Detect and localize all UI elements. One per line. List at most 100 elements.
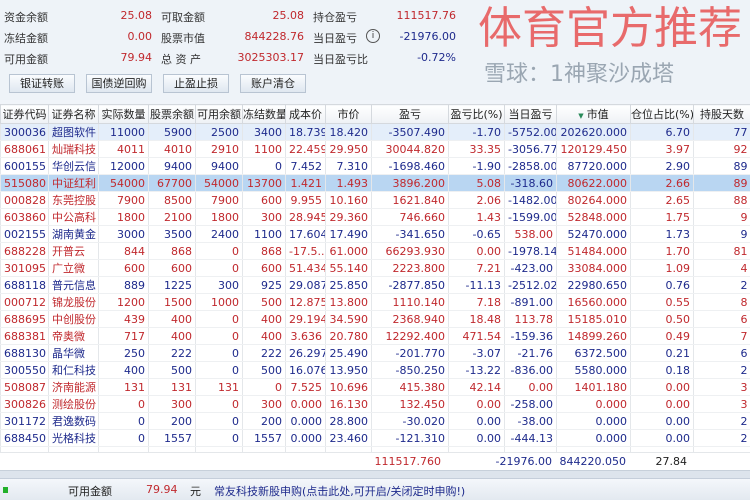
cell-code: 603860 [0,208,49,226]
cell-stock-balance: 1500 [148,293,196,311]
fund-balance-label: 资金余额 [4,11,48,24]
column-header-pnl-pct[interactable]: 盈亏比(%) [448,104,505,124]
cell-actual-qty: 11000 [98,123,149,141]
table-row[interactable]: 000828 东莞控股 7900 8500 7900 600 9.955 10.160 1621… [0,191,750,209]
column-header-available-qty[interactable]: 可用余额 [195,104,243,124]
cell-daily-pnl: -318.60 [504,174,557,192]
table-row[interactable]: 301095 广立微 600 600 0 600 51.434 55.140 2223.800 7… [0,259,750,277]
column-header-label: 可用余额 [197,108,241,121]
table-row[interactable]: 688695 中创股份 439 400 0 400 29.194 34.590 2368.940… [0,310,750,328]
horizontal-scrollbar[interactable] [0,470,750,478]
cell-stock-balance: 3500 [148,225,196,243]
cell-name: 帝奥微 [48,327,99,345]
column-header-code[interactable]: 证券代码 [0,104,49,124]
cell-pnl-pct: 0.00 [448,395,505,413]
ipo-subscription-notice[interactable]: 常友科技新股申购(点击此处,可开启/关闭定时申购!) [214,485,466,498]
cell-holding-days: 9 [693,208,750,226]
table-row[interactable]: 000712 锦龙股份 1200 1500 1000 500 12.875 13.800 111… [0,293,750,311]
table-row[interactable]: 600155 华创云信 12000 9400 9400 0 7.452 7.310 -1698.… [0,157,750,175]
cell-frozen-qty: 868 [242,242,286,260]
cell-holding-days: 6 [693,310,750,328]
reverse-repo-button[interactable]: 国债逆回购 [86,74,152,93]
cell-stock-balance: 2100 [148,208,196,226]
cell-holding-days: 92 [693,140,750,158]
table-row[interactable]: 688450 光格科技 0 1557 0 1557 0.000 23.460 -121.310 0… [0,429,750,447]
cell-stock-balance: 131 [148,378,196,396]
column-header-name[interactable]: 证券名称 [48,104,99,124]
cell-stock-balance: 1225 [148,276,196,294]
cell-cost-price: 51.434 [285,259,326,277]
column-header-stock-balance[interactable]: 股票余额 [148,104,196,124]
cell-frozen-qty: 200 [242,412,286,430]
column-header-pnl[interactable]: 盈亏 [371,104,449,124]
cell-pnl: 66293.930 [371,242,449,260]
cell-pnl: -2877.850 [371,276,449,294]
table-row[interactable]: 688061 灿瑞科技 4011 4010 2910 1100 22.459 29.950 30… [0,140,750,158]
cell-position-ratio: 6.70 [630,123,694,141]
table-row[interactable]: 300036 超图软件 11000 5900 2500 3400 18.739 18.420-… [0,123,750,141]
daily-pnl-label: 当日盈亏 [313,32,357,45]
cell-available-qty: 0 [195,344,243,362]
bank-transfer-button[interactable]: 银证转账 [9,74,75,93]
table-row[interactable]: 300826 测绘股份 0 300 0 300 0.000 16.130 132.450 0.00… [0,395,750,413]
clear-positions-button[interactable]: 账户清仓 [240,74,306,93]
column-header-actual-qty[interactable]: 实际数量 [98,104,149,124]
cell-position-ratio: 3.97 [630,140,694,158]
cell-name: 东莞控股 [48,191,99,209]
column-header-holding-days[interactable]: 持股天数 [693,104,750,124]
table-row[interactable]: 688118 普元信息 889 1225 300 925 29.087 25.850 -2877… [0,276,750,294]
cell-frozen-qty: 500 [242,293,286,311]
cell-market-value: 202620.000 [556,123,631,141]
table-row[interactable]: 688381 帝奥微 717 400 0 400 3.636 20.780 12292.400 4… [0,327,750,345]
cell-actual-qty: 1800 [98,208,149,226]
cell-position-ratio: 1.73 [630,225,694,243]
cell-market-value: 120129.450 [556,140,631,158]
cell-market-price: 7.310 [325,157,372,175]
cell-daily-pnl: -159.36 [504,327,557,345]
column-header-label: 盈亏 [399,108,421,121]
cell-actual-qty: 844 [98,242,149,260]
table-row[interactable]: 508087 济南能源 131 131 131 0 7.525 10.696 415.380 42… [0,378,750,396]
table-row[interactable]: 515080 中证红利 54000 67700 54000 13700 1.421 1.493… [0,174,750,192]
table-row[interactable]: 603860 中公高科 1800 2100 1800 300 28.945 29.360 746… [0,208,750,226]
cell-cost-price: 17.604 [285,225,326,243]
column-header-cost-price[interactable]: 成本价 [285,104,326,124]
daily-pnl-ratio-label: 当日盈亏比 [313,53,368,66]
cell-name: 中证红利 [48,174,99,192]
cell-cost-price: 9.955 [285,191,326,209]
cell-cost-price: 28.945 [285,208,326,226]
cell-pnl: -1698.460 [371,157,449,175]
status-available-unit: 元 [190,485,201,498]
cell-code: 688381 [0,327,49,345]
stop-profit-loss-button[interactable]: 止盈止损 [163,74,229,93]
cell-stock-balance: 9400 [148,157,196,175]
table-row[interactable]: 688130 晶华微 250 222 0 222 26.297 25.490 -201.770-… [0,344,750,362]
column-header-market-price[interactable]: 市价 [325,104,372,124]
cell-frozen-qty: 400 [242,310,286,328]
info-icon[interactable]: i [366,29,380,43]
cell-frozen-qty: 500 [242,361,286,379]
cell-pnl-pct: 42.14 [448,378,505,396]
column-header-position-ratio[interactable]: 仓位占比(%) [630,104,694,124]
total-assets-label: 总 资 产 [161,53,201,66]
table-row[interactable]: 688228 开普云 844 868 0 868 -17.5... 61.000 66293.9… [0,242,750,260]
cell-pnl-pct: -1.70 [448,123,505,141]
table-row[interactable]: 301172 君逸数码 0 200 0 200 0.000 28.800 -30.020 0.00… [0,412,750,430]
cell-position-ratio: 2.90 [630,157,694,175]
cell-holding-days: 3 [693,378,750,396]
table-row[interactable]: 300550 和仁科技 400 500 0 500 16.076 13.950 -850.250… [0,361,750,379]
cell-name: 和仁科技 [48,361,99,379]
cell-code: 301172 [0,412,49,430]
cell-daily-pnl: -423.00 [504,259,557,277]
cell-market-value: 52848.000 [556,208,631,226]
cell-stock-balance: 222 [148,344,196,362]
cell-pnl: 30044.820 [371,140,449,158]
cell-frozen-qty: 600 [242,191,286,209]
table-row[interactable]: 002155 湖南黄金 3000 3500 2400 1100 17.604 17.490 -3… [0,225,750,243]
column-header-market-value[interactable]: ▼ 市值 [556,104,631,124]
cell-holding-days: 89 [693,157,750,175]
column-header-frozen-qty[interactable]: 冻结数量 [242,104,286,124]
position-pnl-value: 111517.76 [396,9,457,22]
cell-daily-pnl: -444.13 [504,429,557,447]
column-header-daily-pnl[interactable]: 当日盈亏 [504,104,557,124]
